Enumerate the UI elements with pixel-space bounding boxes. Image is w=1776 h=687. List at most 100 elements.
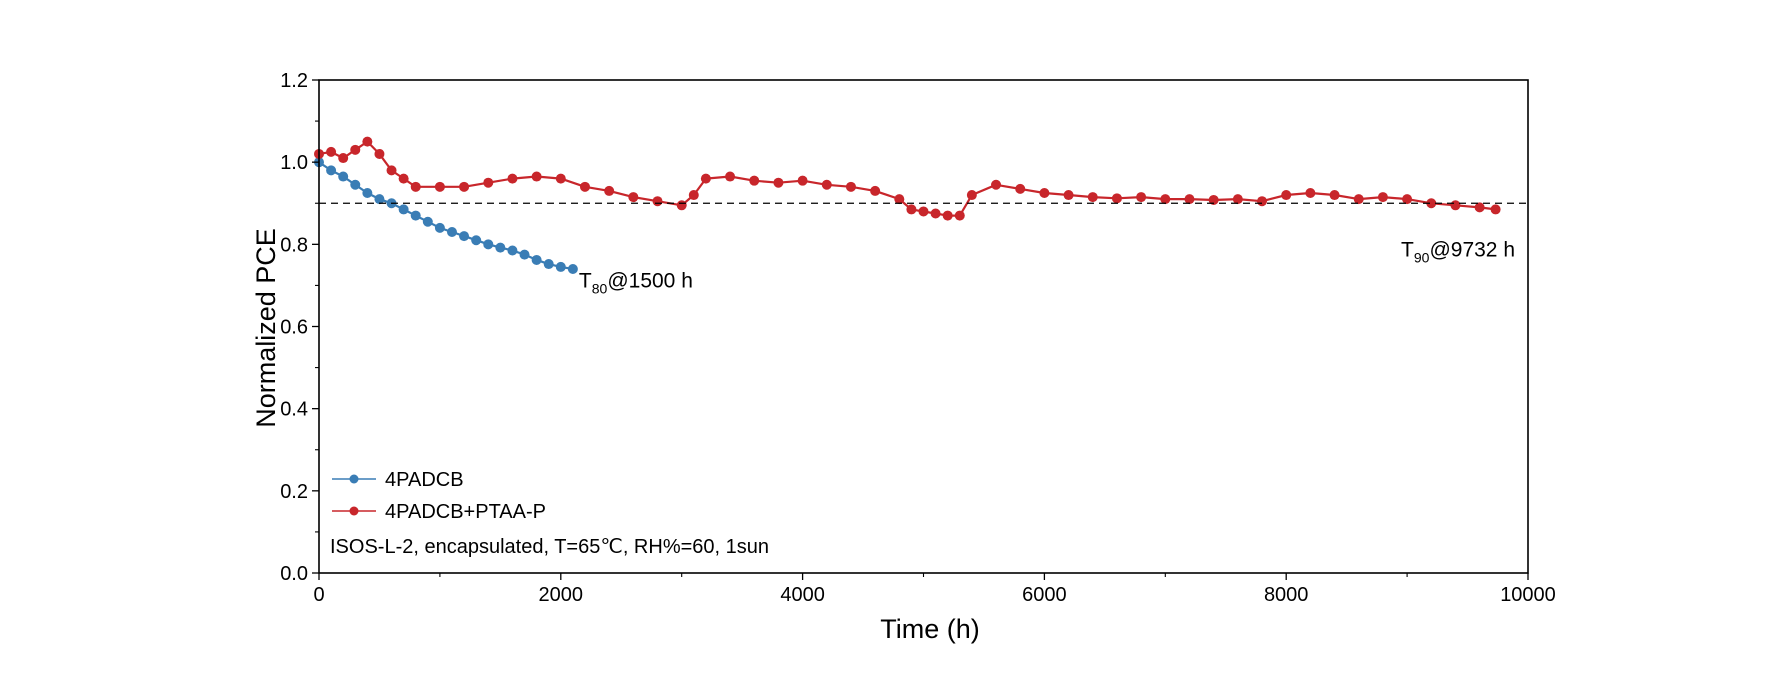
- data-point: [410, 210, 421, 221]
- data-point: [1377, 192, 1388, 203]
- data-point: [386, 165, 397, 176]
- data-point: [1329, 190, 1340, 201]
- data-point: [1305, 187, 1316, 198]
- data-point: [966, 190, 977, 201]
- data-point: [434, 222, 445, 233]
- data-point: [362, 187, 373, 198]
- data-point: [1490, 204, 1501, 215]
- series-line-2: [318, 140, 1496, 217]
- y-tick-label: 0.0: [280, 563, 308, 585]
- x-tick-label: 2000: [539, 584, 584, 606]
- data-point: [422, 216, 433, 227]
- data-point: [652, 196, 663, 207]
- data-point: [531, 254, 542, 265]
- data-point: [773, 177, 784, 188]
- data-point: [374, 148, 385, 159]
- data-point: [954, 210, 965, 221]
- data-point: [362, 136, 373, 147]
- y-tick-label: 0.8: [280, 234, 308, 256]
- annotation-2: T90@9732 h: [1401, 239, 1515, 266]
- data-point: [555, 173, 566, 184]
- legend-item-series-2: 4PADCB+PTAA-P: [332, 501, 546, 523]
- legend: 4PADCB 4PADCB+PTAA-P: [332, 469, 546, 523]
- data-point: [1281, 190, 1292, 201]
- data-point: [1402, 194, 1413, 205]
- data-point: [519, 249, 530, 260]
- data-point: [942, 210, 953, 221]
- data-point: [1450, 200, 1461, 211]
- series-2: [314, 136, 1501, 221]
- data-point: [1257, 196, 1268, 207]
- annotation-1: T80@1500 h: [579, 269, 693, 296]
- data-point: [1474, 202, 1485, 213]
- data-point: [350, 179, 361, 190]
- data-point: [398, 204, 409, 215]
- data-point: [338, 153, 349, 164]
- series-layer: [314, 136, 1501, 274]
- data-point: [1039, 187, 1050, 198]
- data-point: [567, 263, 578, 274]
- y-tick-label: 0.6: [280, 317, 308, 339]
- x-tick-label: 8000: [1264, 584, 1309, 606]
- data-point: [906, 204, 917, 215]
- data-point: [326, 165, 337, 176]
- data-point: [507, 173, 518, 184]
- legend-label-series-2: 4PADCB+PTAA-P: [385, 501, 546, 523]
- data-point: [1136, 192, 1147, 203]
- data-point: [459, 181, 470, 192]
- data-point: [604, 185, 615, 196]
- data-point: [1232, 194, 1243, 205]
- data-point: [797, 175, 808, 186]
- data-point: [579, 181, 590, 192]
- data-point: [350, 144, 361, 155]
- legend-marker-series-2: [349, 506, 359, 516]
- x-axis-title: Time (h): [880, 614, 980, 644]
- data-point: [1111, 193, 1122, 204]
- data-point: [1184, 194, 1195, 205]
- data-point: [446, 227, 457, 238]
- annotations: T80@1500 h T90@9732 h: [579, 239, 1515, 297]
- data-point: [725, 171, 736, 182]
- data-point: [531, 171, 542, 182]
- data-point: [1426, 198, 1437, 209]
- data-point: [1087, 192, 1098, 203]
- data-point: [894, 194, 905, 205]
- data-point: [471, 235, 482, 246]
- data-point: [374, 194, 385, 205]
- data-point: [326, 146, 337, 157]
- data-point: [398, 173, 409, 184]
- y-axis-title: Normalized PCE: [251, 228, 281, 428]
- y-tick-label: 1.0: [280, 152, 308, 174]
- data-point: [1208, 194, 1219, 205]
- data-point: [930, 208, 941, 219]
- data-point: [1160, 194, 1171, 205]
- y-tick-label: 1.2: [280, 70, 308, 92]
- y-tick-label: 0.4: [280, 399, 308, 421]
- data-point: [749, 175, 760, 186]
- axes-layer: 0 2000 4000 6000 8000 10000 0.0 0.2 0.4 0.6 0.8 1.0…: [280, 70, 1556, 606]
- legend-label-series-1: 4PADCB: [385, 469, 464, 491]
- data-point: [676, 200, 687, 211]
- data-point: [1015, 183, 1026, 194]
- data-point: [870, 185, 881, 196]
- y-tick-label: 0.2: [280, 481, 308, 503]
- x-tick-label: 10000: [1500, 584, 1556, 606]
- plot-frame: [318, 79, 1529, 574]
- data-point: [410, 181, 421, 192]
- data-point: [991, 179, 1002, 190]
- x-tick-label: 0: [313, 584, 324, 606]
- data-point: [688, 190, 699, 201]
- data-point: [628, 192, 639, 203]
- data-point: [543, 259, 554, 270]
- data-point: [495, 242, 506, 253]
- data-point: [507, 245, 518, 256]
- data-point: [821, 179, 832, 190]
- data-point: [555, 261, 566, 272]
- condition-text: ISOS-L-2, encapsulated, T=65℃, RH%=60, 1…: [330, 536, 769, 558]
- data-point: [918, 206, 929, 217]
- data-point: [483, 239, 494, 250]
- data-point: [845, 181, 856, 192]
- data-point: [483, 177, 494, 188]
- x-tick-label: 4000: [780, 584, 825, 606]
